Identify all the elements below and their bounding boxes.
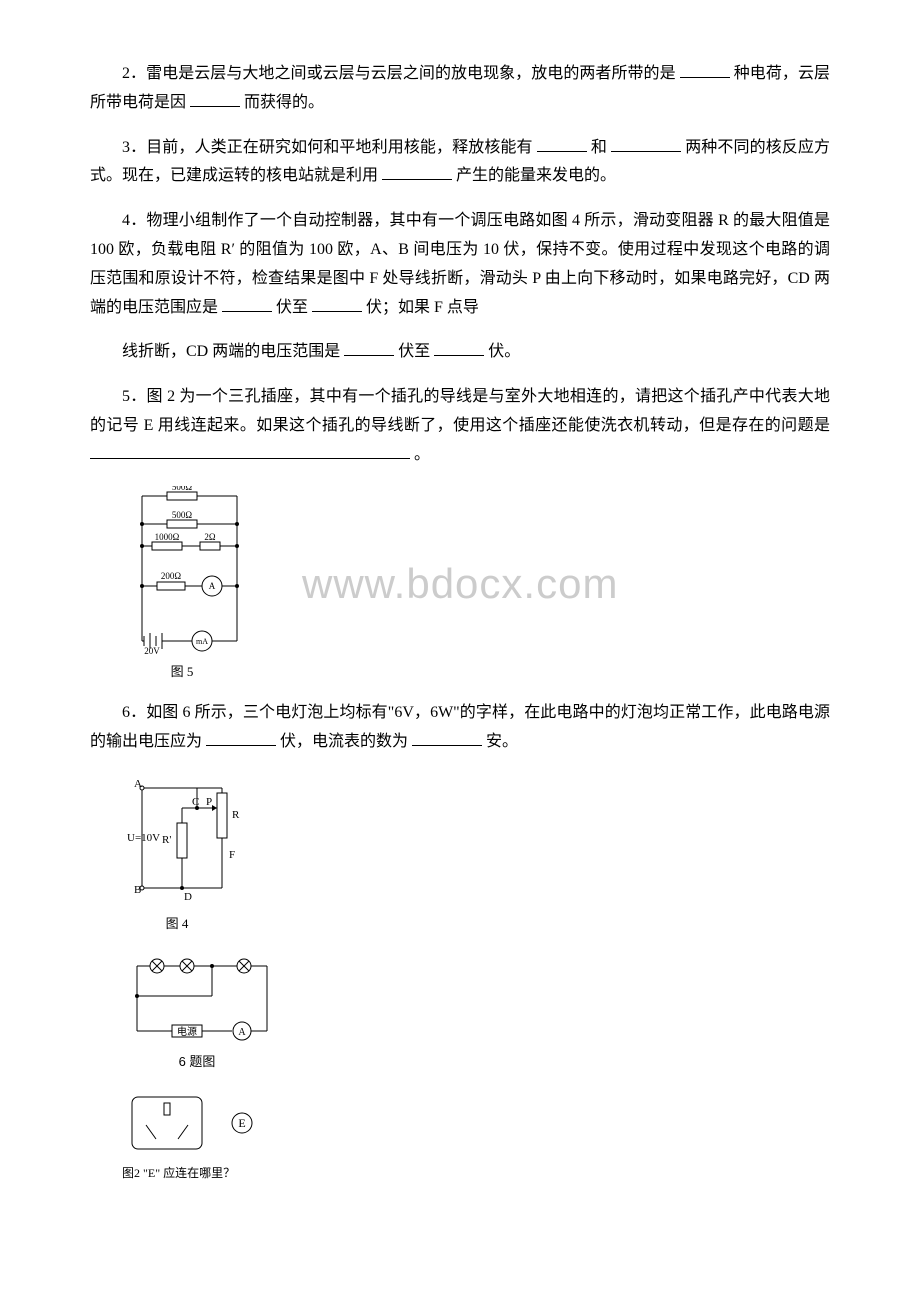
- q2-t1: 2．雷电是云层与大地之间或云层与云层之间的放电现象，放电的两者所带的是: [122, 65, 676, 82]
- question-3: 3．目前，人类正在研究如何和平地利用核能，释放核能有 和 两种不同的核反应方式。…: [90, 134, 830, 192]
- fig5-2: 2Ω: [204, 532, 216, 542]
- q4-blank-2[interactable]: [312, 296, 362, 312]
- fig4-caption: 图 4: [122, 912, 232, 935]
- q4-blank-4[interactable]: [434, 340, 484, 356]
- fig5-200: 200Ω: [161, 571, 182, 581]
- q4-t5: 伏至: [398, 343, 430, 360]
- q3-t4: 产生的能量来发电的。: [456, 167, 616, 184]
- fig4-A: A: [134, 778, 142, 790]
- fig4-F: F: [229, 849, 235, 861]
- q5-blank-1[interactable]: [90, 443, 410, 459]
- fig5-20v: 20V: [144, 646, 160, 656]
- q4-t2: 伏至: [276, 299, 308, 316]
- figure-5: 500Ω 500Ω 1000Ω 2Ω 200Ω A mA 20V 图 5: [122, 486, 282, 683]
- figure-4: A B C P R R' F D U=10V: [122, 773, 262, 908]
- figure-6-block: 电源 A 6 题图: [122, 951, 830, 1073]
- fig4-D: D: [184, 891, 192, 903]
- figure-4-block: A B C P R R' F D U=10V 图 4: [122, 773, 830, 935]
- fig2-caption: 图2 "E" 应连在哪里？: [122, 1163, 292, 1185]
- q3-blank-3[interactable]: [382, 164, 452, 180]
- q2-blank-1[interactable]: [680, 62, 730, 78]
- fig4-R: R: [232, 809, 240, 821]
- fig4-B: B: [134, 884, 141, 896]
- figure-5-block: 500Ω 500Ω 1000Ω 2Ω 200Ω A mA 20V 图 5 www…: [122, 486, 830, 683]
- watermark: www.bdocx.com: [302, 546, 618, 622]
- fig5-A: A: [209, 581, 216, 591]
- question-4b: 线折断，CD 两端的电压范围是 伏至 伏。: [90, 338, 830, 367]
- q3-t2: 和: [591, 139, 607, 156]
- question-5: 5．图 2 为一个三孔插座，其中有一个插孔的导线是与室外大地相连的，请把这个插孔…: [90, 383, 830, 469]
- q4-t3: 伏；如果 F 点导: [366, 299, 479, 316]
- q4-t6: 伏。: [488, 343, 520, 360]
- q2-blank-2[interactable]: [190, 91, 240, 107]
- q6-blank-1[interactable]: [206, 730, 276, 746]
- fig5-caption: 图 5: [122, 660, 242, 683]
- fig5-1000: 1000Ω: [155, 532, 180, 542]
- figure-2: E: [122, 1089, 292, 1159]
- fig5-mA: mA: [196, 637, 208, 646]
- fig2-E: E: [238, 1116, 245, 1130]
- fig4-P: P: [206, 796, 212, 808]
- question-4: 4．物理小组制作了一个自动控制器，其中有一个调压电路如图 4 所示，滑动变阻器 …: [90, 207, 830, 322]
- q3-t1: 3．目前，人类正在研究如何和平地利用核能，释放核能有: [122, 139, 533, 156]
- question-2: 2．雷电是云层与大地之间或云层与云层之间的放电现象，放电的两者所带的是 种电荷，…: [90, 60, 830, 118]
- fig4-C: C: [192, 796, 199, 808]
- q5-t2: 。: [414, 446, 430, 463]
- q3-blank-2[interactable]: [611, 136, 681, 152]
- fig5-500-2: 500Ω: [172, 510, 193, 520]
- q4-blank-3[interactable]: [344, 340, 394, 356]
- fig4-U: U=10V: [127, 832, 160, 844]
- q4-t4: 线折断，CD 两端的电压范围是: [122, 343, 340, 360]
- q5-t1: 5．图 2 为一个三孔插座，其中有一个插孔的导线是与室外大地相连的，请把这个插孔…: [90, 388, 830, 434]
- fig4-Rp: R': [162, 834, 171, 846]
- q2-t3: 而获得的。: [244, 94, 324, 111]
- figure-2-block: E 图2 "E" 应连在哪里？: [122, 1089, 830, 1185]
- q6-t3: 安。: [486, 733, 518, 750]
- q6-t2: 伏，电流表的数为: [280, 733, 408, 750]
- fig5-500-1: 500Ω: [172, 486, 193, 492]
- figure-6: 电源 A: [122, 951, 282, 1046]
- question-6: 6．如图 6 所示，三个电灯泡上均标有"6V，6W"的字样，在此电路中的灯泡均正…: [90, 699, 830, 757]
- fig6-source: 电源: [177, 1025, 197, 1038]
- fig6-A: A: [238, 1027, 246, 1038]
- q4-blank-1[interactable]: [222, 296, 272, 312]
- q6-blank-2[interactable]: [412, 730, 482, 746]
- q3-blank-1[interactable]: [537, 136, 587, 152]
- fig6-caption: 6 题图: [122, 1050, 272, 1073]
